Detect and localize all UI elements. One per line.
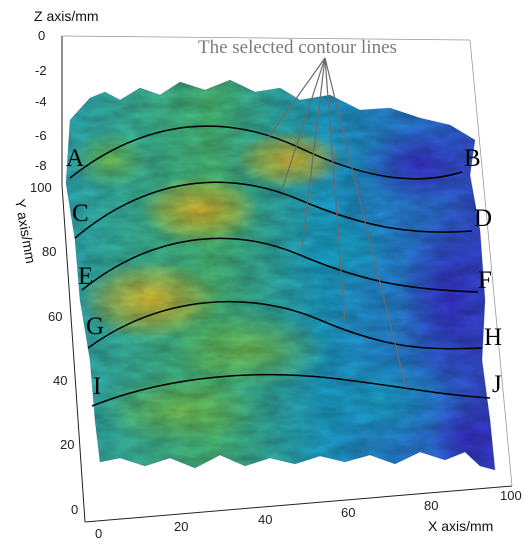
z-tick-labels: 0 -2 -4 -6 -8 — [35, 28, 47, 173]
annotation-pointers — [267, 57, 407, 389]
z-tick-2: -4 — [35, 94, 47, 109]
contour-line-ab — [69, 125, 463, 180]
y-tick-2: 40 — [53, 373, 67, 388]
annotation-label: The selected contour lines — [198, 37, 397, 58]
z-tick-1: -2 — [35, 63, 47, 78]
y-tick-3: 60 — [48, 309, 62, 324]
contour-label-f: F — [478, 267, 492, 294]
contour-label-c: C — [72, 200, 89, 227]
y-tick-labels: 0 20 40 60 80 100 — [30, 180, 78, 517]
y-tick-4: 80 — [42, 244, 56, 259]
contour-line-cd — [74, 181, 473, 239]
x-tick-0: 0 — [95, 526, 102, 541]
contour-endpoint-labels: A B C D E F G H I J — [66, 145, 502, 400]
z-tick-4: -8 — [35, 158, 47, 173]
axes-frame — [61, 36, 513, 523]
y-axis-label: Y axis/mm — [12, 198, 39, 265]
contour-label-h: H — [484, 324, 502, 351]
contour-label-a: A — [66, 145, 84, 172]
contour-label-d: D — [474, 205, 492, 232]
x-tick-5: 100 — [500, 488, 522, 503]
contour-label-i: I — [93, 373, 101, 400]
z-tick-0: 0 — [38, 28, 45, 43]
contour-label-j: J — [492, 371, 502, 398]
x-axis-label: X axis/mm — [428, 518, 493, 534]
z-tick-3: -6 — [35, 128, 47, 143]
z-axis-label: Z axis/mm — [34, 8, 99, 24]
x-tick-4: 80 — [424, 498, 438, 513]
x-tick-labels: 0 20 40 60 80 100 — [95, 488, 522, 541]
x-tick-1: 20 — [174, 519, 188, 534]
y-tick-0: 0 — [71, 502, 78, 517]
contour-line-ef — [81, 237, 479, 293]
y-tick-5: 100 — [30, 180, 52, 195]
contour-line-ij — [91, 373, 491, 407]
x-tick-2: 40 — [258, 512, 272, 527]
contour-lines — [69, 125, 491, 407]
contour-label-g: G — [86, 313, 104, 340]
axes-back-lines — [61, 35, 513, 487]
contour-label-e: E — [78, 263, 93, 290]
x-tick-3: 60 — [341, 505, 355, 520]
surface-plot — [66, 80, 495, 470]
y-tick-1: 20 — [60, 437, 74, 452]
contour-label-b: B — [464, 145, 481, 172]
contour-line-gh — [87, 300, 483, 350]
